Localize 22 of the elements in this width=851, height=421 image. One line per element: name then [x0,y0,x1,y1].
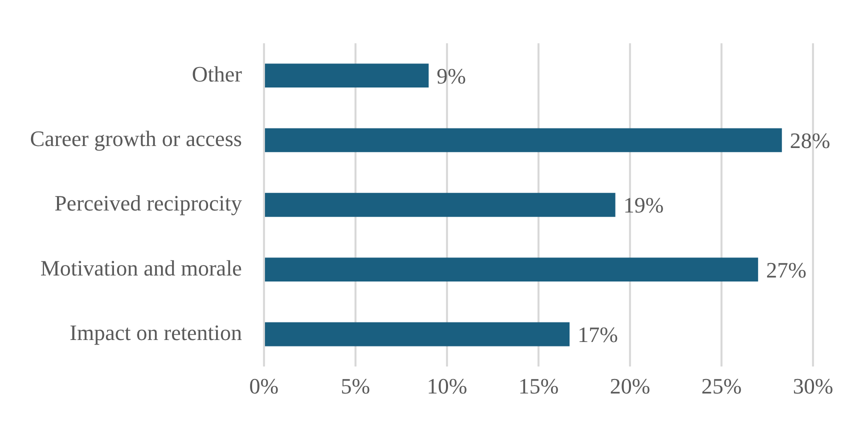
x-tick-label: 0% [249,374,279,399]
bar [264,192,616,217]
y-tick-label: Motivation and morale [40,255,242,280]
bar [264,258,758,282]
x-tick-label: 15% [518,374,559,399]
data-label: 19% [623,192,664,218]
x-tick-label: 30% [792,374,834,399]
x-tick-label: 10% [426,374,468,399]
data-label: 9% [436,63,466,88]
x-tick-label: 25% [701,374,742,399]
data-label: 17% [578,322,618,348]
bar [264,64,429,88]
bar [264,128,782,152]
y-tick-label: Other [192,61,243,86]
y-tick-label: Career growth or access [30,126,242,151]
data-label: 27% [766,257,806,282]
bar [264,322,570,346]
y-tick-label: Perceived reciprocity [54,190,242,216]
y-tick-label: Impact on retention [70,320,242,346]
x-tick-label: 5% [340,374,370,399]
data-label: 28% [790,128,830,153]
x-tick-label: 20% [610,374,650,399]
